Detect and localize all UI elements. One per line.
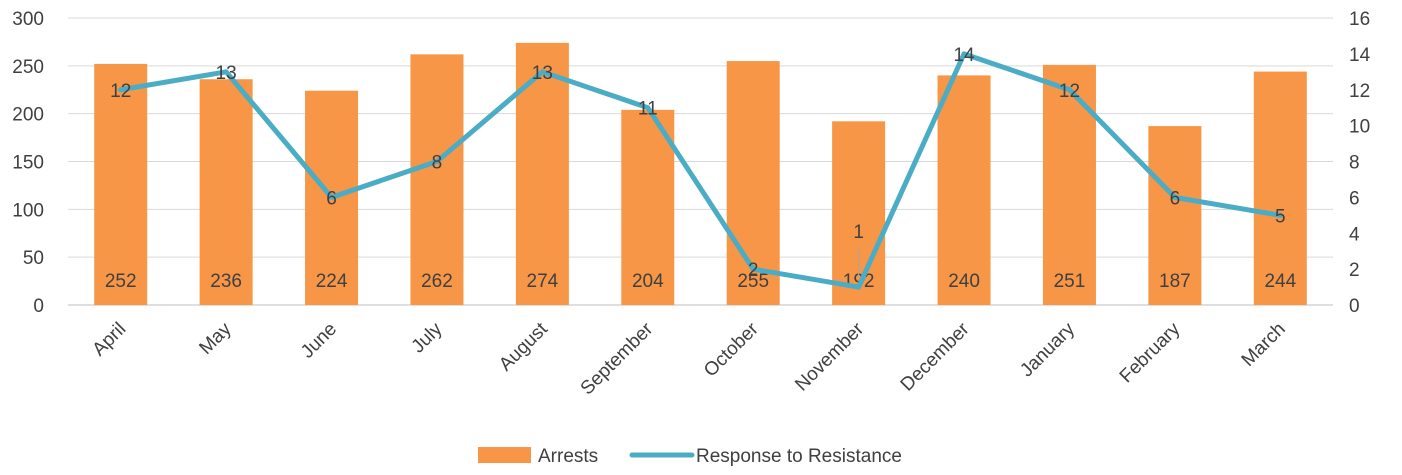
arrests-data-label: 255 [737, 271, 769, 292]
response-data-label: 11 [638, 99, 658, 120]
category-label: June [297, 319, 341, 363]
right-axis-tick-label: 10 [1349, 117, 1370, 138]
arrests-data-labels: 252 236 224 262 274 204 255 192 240 251 187 244 [105, 271, 1297, 292]
legend-response-label: Response to Resistance [696, 446, 902, 467]
response-point [1066, 87, 1072, 93]
left-axis-tick-label: 150 [12, 153, 44, 174]
response-data-label: 14 [953, 45, 975, 66]
category-axis-labels: April May June July August September October No… [89, 318, 1290, 399]
gridlines [68, 17, 1333, 306]
category-label: September [577, 318, 658, 399]
legend: Arrests Response to Resistance [478, 446, 902, 467]
response-data-label: 2 [748, 260, 759, 281]
arrests-data-label: 187 [1159, 271, 1191, 292]
response-point [645, 105, 651, 111]
arrests-data-label: 204 [632, 271, 664, 292]
left-axis-tick-label: 250 [12, 57, 44, 78]
arrests-bar [199, 79, 253, 305]
right-axis-tick-label: 14 [1349, 45, 1371, 66]
response-point [329, 194, 335, 200]
response-point [434, 159, 440, 164]
response-data-labels: 12 13 6 8 13 11 2 1 14 12 6 5 [110, 45, 1285, 281]
left-axis-tick-label: 300 [12, 9, 44, 30]
arrests-bar [726, 61, 780, 305]
legend-arrests-label: Arrests [538, 446, 598, 467]
arrests-data-label: 274 [527, 271, 559, 292]
arrests-data-label: 240 [948, 271, 980, 292]
arrests-bar [1148, 126, 1202, 305]
response-point [118, 87, 124, 93]
response-point [1277, 212, 1283, 218]
arrests-bar [1253, 71, 1307, 305]
arrests-data-label: 251 [1054, 271, 1086, 292]
response-point [856, 284, 862, 290]
response-data-label: 5 [1275, 206, 1286, 227]
right-axis-tick-label: 16 [1349, 9, 1370, 30]
right-axis-tick-label: 2 [1349, 260, 1360, 281]
left-axis-tick-label: 100 [12, 200, 44, 221]
left-axis-tick-label: 0 [33, 296, 44, 317]
category-label: December [897, 318, 974, 395]
response-data-label: 12 [1059, 81, 1080, 102]
right-axis-tick-label: 4 [1349, 224, 1360, 245]
right-axis-ticks: 0 2 4 6 8 10 12 14 16 [1349, 9, 1371, 317]
response-data-label: 8 [432, 153, 443, 174]
response-data-label: 6 [326, 188, 337, 209]
arrests-data-label: 224 [316, 271, 348, 292]
response-line-series [118, 51, 1283, 290]
category-label: March [1238, 319, 1290, 371]
arrests-data-label: 236 [210, 271, 242, 292]
category-label: May [195, 318, 236, 359]
arrests-data-label: 252 [105, 271, 137, 292]
response-data-label: 13 [216, 63, 237, 84]
category-label: October [700, 318, 763, 381]
category-label: April [89, 319, 131, 361]
right-axis-tick-label: 8 [1349, 153, 1360, 174]
response-point [223, 69, 229, 75]
category-label: November [791, 318, 868, 395]
arrests-data-label: 244 [1264, 271, 1296, 292]
response-line [118, 51, 1283, 290]
arrests-bar [94, 63, 148, 305]
right-axis-tick-label: 6 [1349, 188, 1360, 209]
legend-arrests-swatch [478, 447, 531, 463]
arrests-data-label: 262 [421, 271, 453, 292]
response-data-label: 6 [1170, 188, 1181, 209]
category-label: January [1016, 318, 1079, 381]
response-data-label: 1 [853, 222, 864, 243]
left-axis-tick-label: 50 [23, 248, 44, 269]
right-axis-tick-label: 12 [1349, 81, 1370, 102]
right-axis-tick-label: 0 [1349, 296, 1360, 317]
response-data-label: 13 [532, 63, 553, 84]
response-data-label: 12 [110, 81, 131, 102]
response-point [1172, 194, 1178, 200]
arrests-bar [621, 109, 675, 305]
category-label: February [1116, 318, 1185, 387]
category-label: August [495, 318, 552, 375]
arrests-bars [94, 42, 1307, 306]
response-point [539, 69, 545, 75]
category-label: July [408, 318, 447, 357]
arrests-bar [937, 75, 991, 306]
left-axis-ticks: 0 50 100 150 200 250 300 [12, 9, 44, 317]
left-axis-tick-label: 200 [12, 105, 44, 126]
arrests-bar [410, 54, 464, 305]
response-point [961, 51, 967, 57]
response-point [750, 266, 756, 272]
